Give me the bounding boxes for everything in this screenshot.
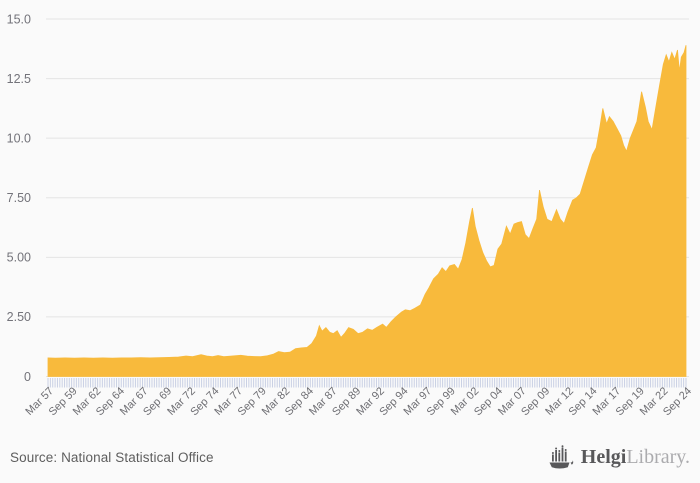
y-tick-label: 5.00 xyxy=(7,251,31,265)
source-text: Source: National Statistical Office xyxy=(10,449,214,465)
y-tick-label: 15.0 xyxy=(7,12,31,26)
helgi-ship-icon xyxy=(549,445,574,469)
y-tick-label: 0 xyxy=(24,370,31,384)
area-series xyxy=(47,45,687,377)
brand-wordmark: HelgiLibrary. xyxy=(581,447,690,467)
y-axis-labels: 15.0 12.5 10.0 7.50 5.00 2.50 0 xyxy=(7,12,31,384)
y-tick-label: 2.50 xyxy=(7,310,31,324)
brand-name-bold: Helgi xyxy=(580,446,627,468)
y-tick-label: 12.5 xyxy=(7,72,31,86)
y-tick-label: 10.0 xyxy=(7,131,31,145)
footer: Source: National Statistical Office xyxy=(0,437,700,483)
helgi-logo[interactable]: HelgiLibrary. xyxy=(549,445,690,469)
brand-name-light: Library. xyxy=(626,446,690,468)
y-tick-label: 7.50 xyxy=(7,191,31,205)
x-axis-ticks xyxy=(47,378,687,388)
